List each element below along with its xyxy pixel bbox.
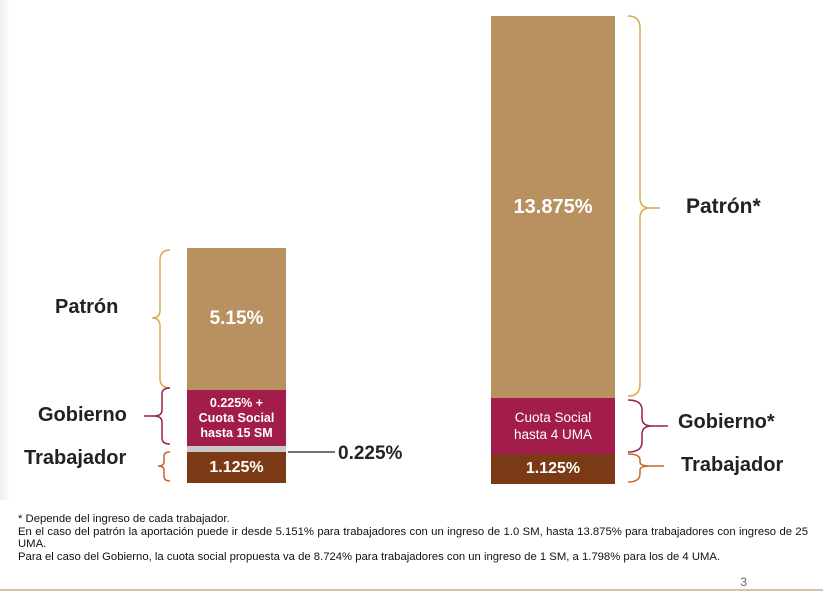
footer-divider xyxy=(0,589,823,591)
right-bar-patron-segment: 13.875% xyxy=(491,16,615,398)
right-trabajador-brace xyxy=(627,453,651,483)
footnote-3: Para el caso del Gobierno, la cuota soci… xyxy=(18,550,721,563)
footnote-2: En el caso del patrón la aportación pued… xyxy=(18,525,808,551)
left-patron-brace xyxy=(151,249,171,389)
left-trabajador-value: 1.125% xyxy=(209,458,264,476)
left-gobierno-line-3: hasta 15 SM xyxy=(200,425,273,440)
left-label-trabajador: Trabajador xyxy=(24,447,127,469)
right-label-patron: Patrón* xyxy=(686,195,761,218)
right-label-trabajador: Trabajador xyxy=(681,454,784,476)
right-patron-brace xyxy=(627,15,651,397)
left-gobierno-brace xyxy=(153,387,171,445)
left-bar-gap-segment xyxy=(187,446,286,452)
left-bar-trabajador-segment: 1.125% xyxy=(187,452,286,483)
right-patron-value: 13.875% xyxy=(513,195,593,218)
right-bar-trabajador-segment: 1.125% xyxy=(491,454,615,484)
left-bar-patron-segment: 5.15% xyxy=(187,248,286,390)
right-gobierno-line-1: Cuota Social xyxy=(514,410,592,425)
right-label-gobierno: Gobierno* xyxy=(678,411,775,433)
left-edge-decoration xyxy=(0,0,10,500)
left-trabajador-brace xyxy=(157,451,171,482)
right-bar-gobierno-segment: Cuota Social hasta 4 UMA xyxy=(491,398,615,454)
right-gobierno-brace xyxy=(627,399,653,453)
page-number: 3 xyxy=(740,575,747,589)
left-label-patron: Patrón xyxy=(55,296,119,318)
left-patron-value: 5.15% xyxy=(209,308,264,329)
right-gobierno-line-2: hasta 4 UMA xyxy=(513,427,593,442)
left-gap-value: 0.225% xyxy=(338,443,403,464)
footnotes: * Depende del ingreso de cada trabajador… xyxy=(18,513,808,563)
footnote-1: * Depende del ingreso de cada trabajador… xyxy=(18,513,230,525)
right-trabajador-value: 1.125% xyxy=(525,460,581,477)
left-gobierno-line-1: 0.225% + xyxy=(209,395,264,410)
left-bar-gobierno-segment: 0.225% + Cuota Social hasta 15 SM xyxy=(187,390,286,446)
left-gobierno-line-2: Cuota Social xyxy=(198,410,275,425)
left-label-gobierno: Gobierno xyxy=(38,404,127,426)
